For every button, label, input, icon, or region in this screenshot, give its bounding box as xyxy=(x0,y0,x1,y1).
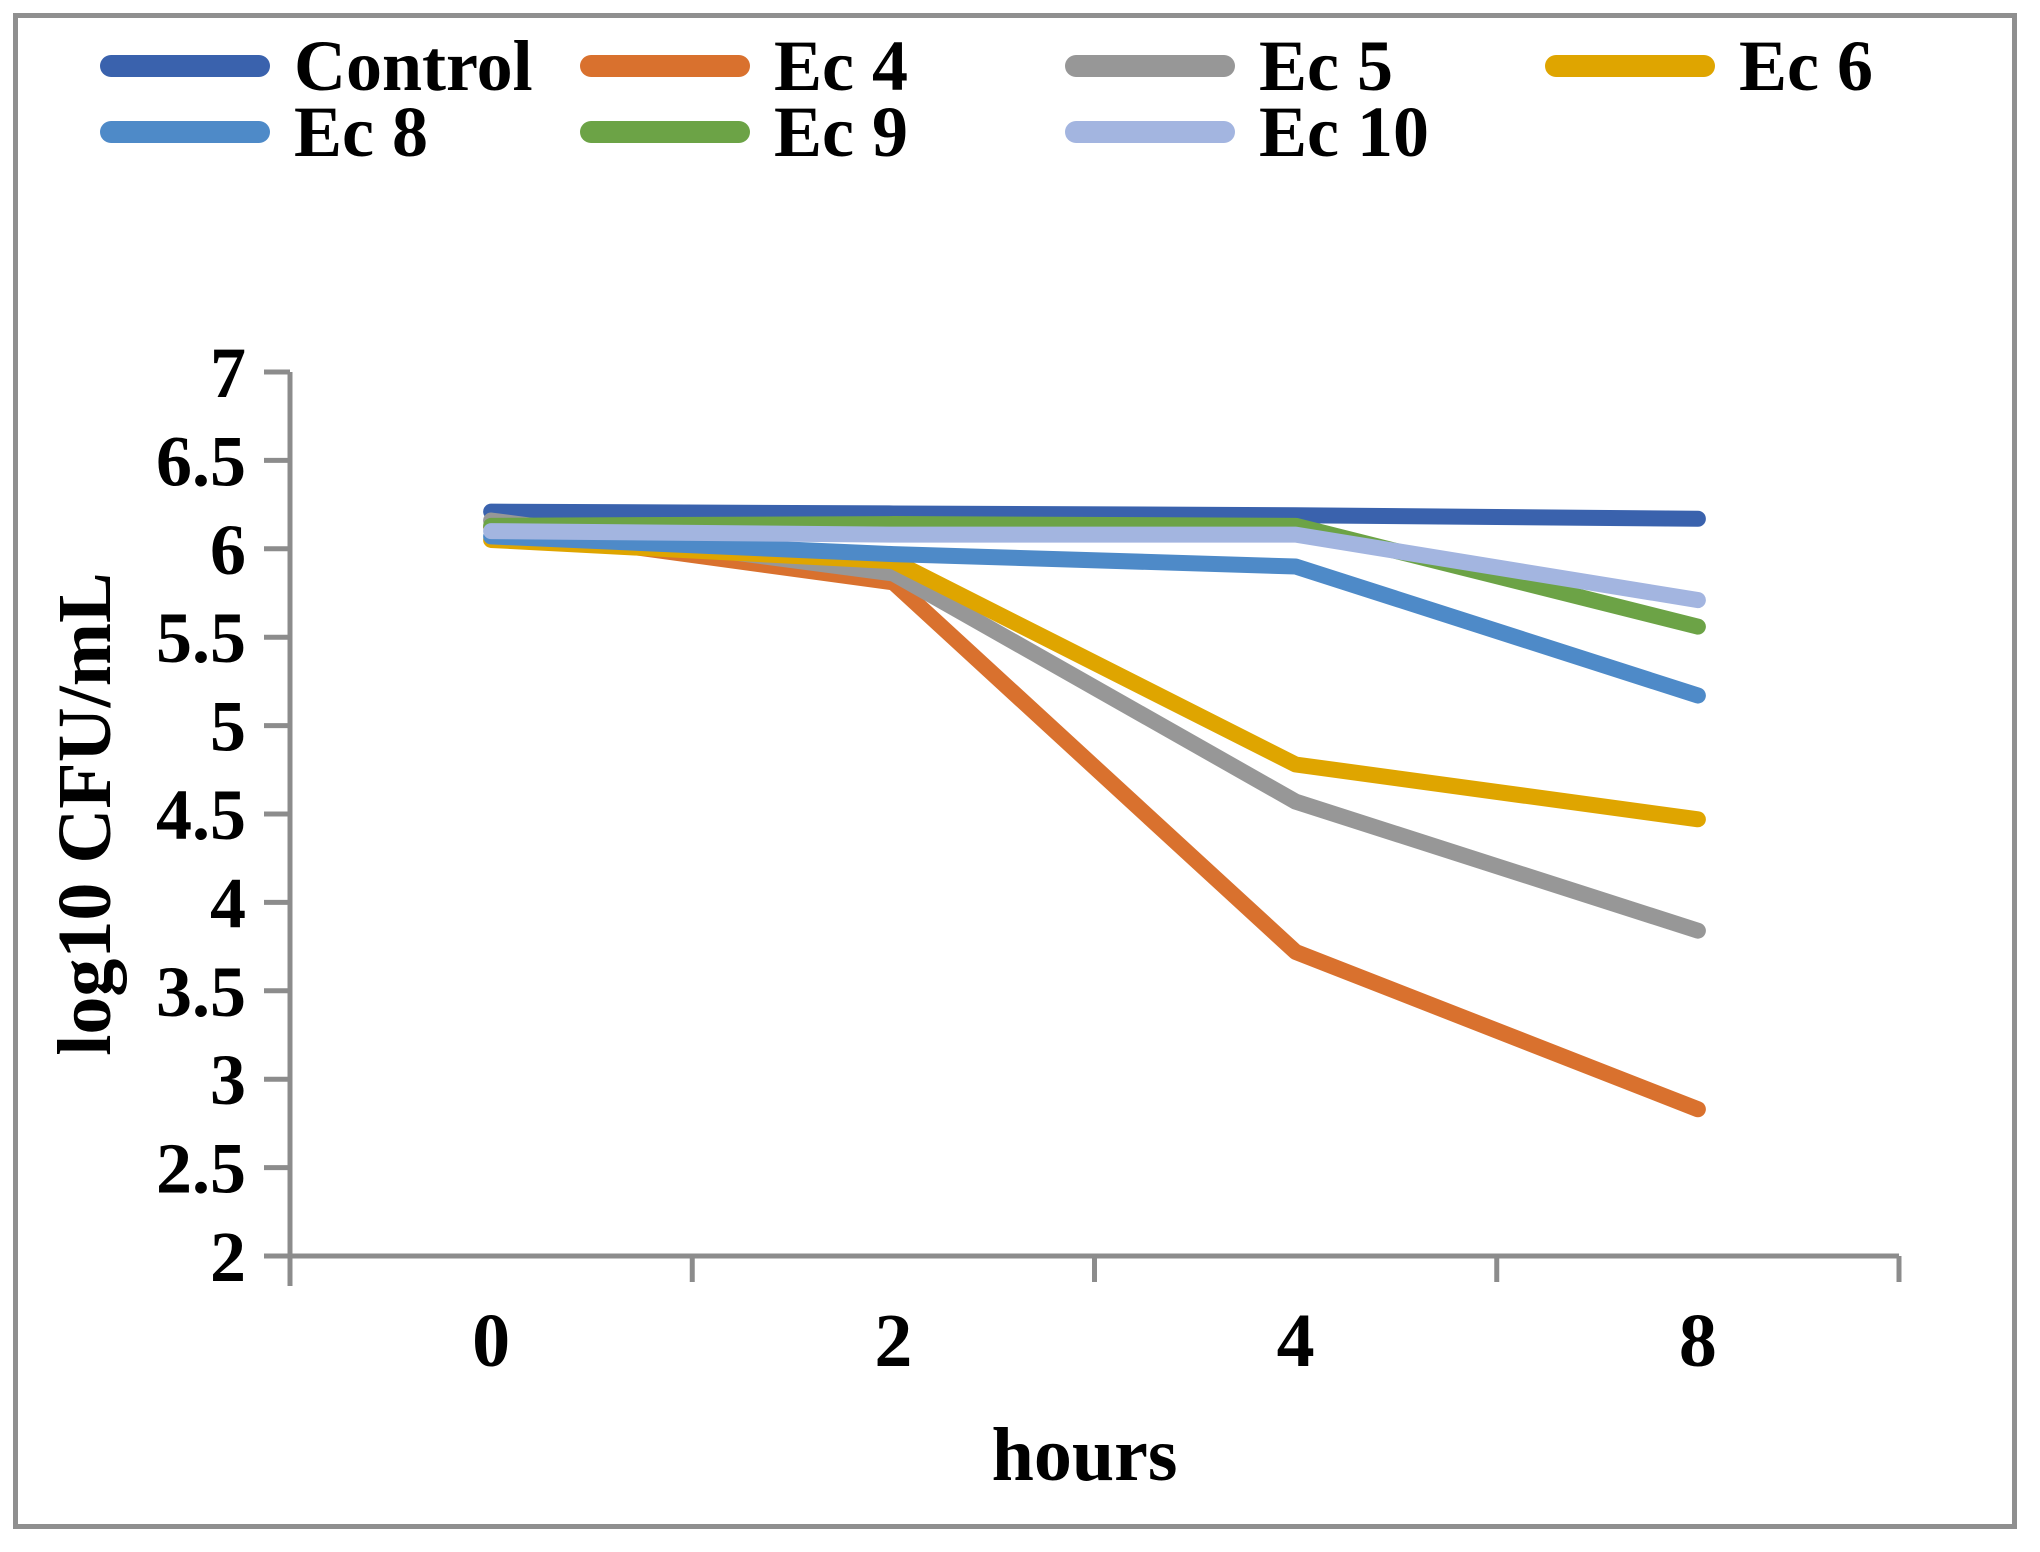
series-line-ec-10 xyxy=(483,523,1706,609)
y-axis-tick-label: 4 xyxy=(210,863,246,943)
legend-item-ec-5: Ec 5 xyxy=(1065,26,1393,106)
y-axis-title: log10 CFU/mL xyxy=(43,572,127,1055)
y-axis-tick-label: 5 xyxy=(210,687,246,767)
legend-swatch xyxy=(1065,55,1235,77)
y-axis-tick-label: 6 xyxy=(210,510,246,590)
series-line-control xyxy=(483,503,1706,527)
legend-label: Ec 4 xyxy=(774,26,908,106)
legend-label: Ec 5 xyxy=(1259,26,1393,106)
legend-label: Control xyxy=(294,26,533,106)
x-axis-tick-label: 4 xyxy=(1277,1299,1315,1383)
x-axis-tick-label: 0 xyxy=(472,1299,510,1383)
legend-item-control: Control xyxy=(100,26,533,106)
legend-item-ec-4: Ec 4 xyxy=(580,26,908,106)
x-axis-tick-label: 2 xyxy=(874,1299,912,1383)
x-axis-title: hours xyxy=(992,1413,1178,1497)
legend-swatch xyxy=(1065,121,1235,143)
legend-item-ec-10: Ec 10 xyxy=(1065,92,1429,172)
x-axis-tick-label: 8 xyxy=(1679,1299,1717,1383)
legend-label: Ec 10 xyxy=(1259,92,1429,172)
legend-swatch xyxy=(100,55,270,77)
legend-item-ec-9: Ec 9 xyxy=(580,92,908,172)
legend-swatch xyxy=(100,121,270,143)
y-axis-tick-label: 5.5 xyxy=(156,598,246,678)
legend-label: Ec 6 xyxy=(1739,26,1873,106)
legend-label: Ec 8 xyxy=(294,92,428,172)
legend-item-ec-8: Ec 8 xyxy=(100,92,428,172)
chart-legend: Control Ec 4 Ec 5 Ec 6 Ec 8 Ec 9 Ec 10 xyxy=(0,0,2040,200)
y-axis-tick-label: 2.5 xyxy=(156,1129,246,1209)
y-axis-tick-label: 3 xyxy=(210,1040,246,1120)
y-axis-tick-label: 4.5 xyxy=(156,775,246,855)
y-axis-tick-label: 6.5 xyxy=(156,421,246,501)
series-line-ec-4 xyxy=(483,519,1706,1118)
y-axis-tick-label: 2 xyxy=(210,1217,246,1297)
legend-swatch xyxy=(580,121,750,143)
series-line-ec-8 xyxy=(483,528,1706,704)
y-axis-tick-label: 3.5 xyxy=(156,952,246,1032)
legend-swatch xyxy=(1545,55,1715,77)
y-axis-tick-label: 7 xyxy=(210,333,246,413)
legend-label: Ec 9 xyxy=(774,92,908,172)
legend-swatch xyxy=(580,55,750,77)
legend-item-ec-6: Ec 6 xyxy=(1545,26,1873,106)
